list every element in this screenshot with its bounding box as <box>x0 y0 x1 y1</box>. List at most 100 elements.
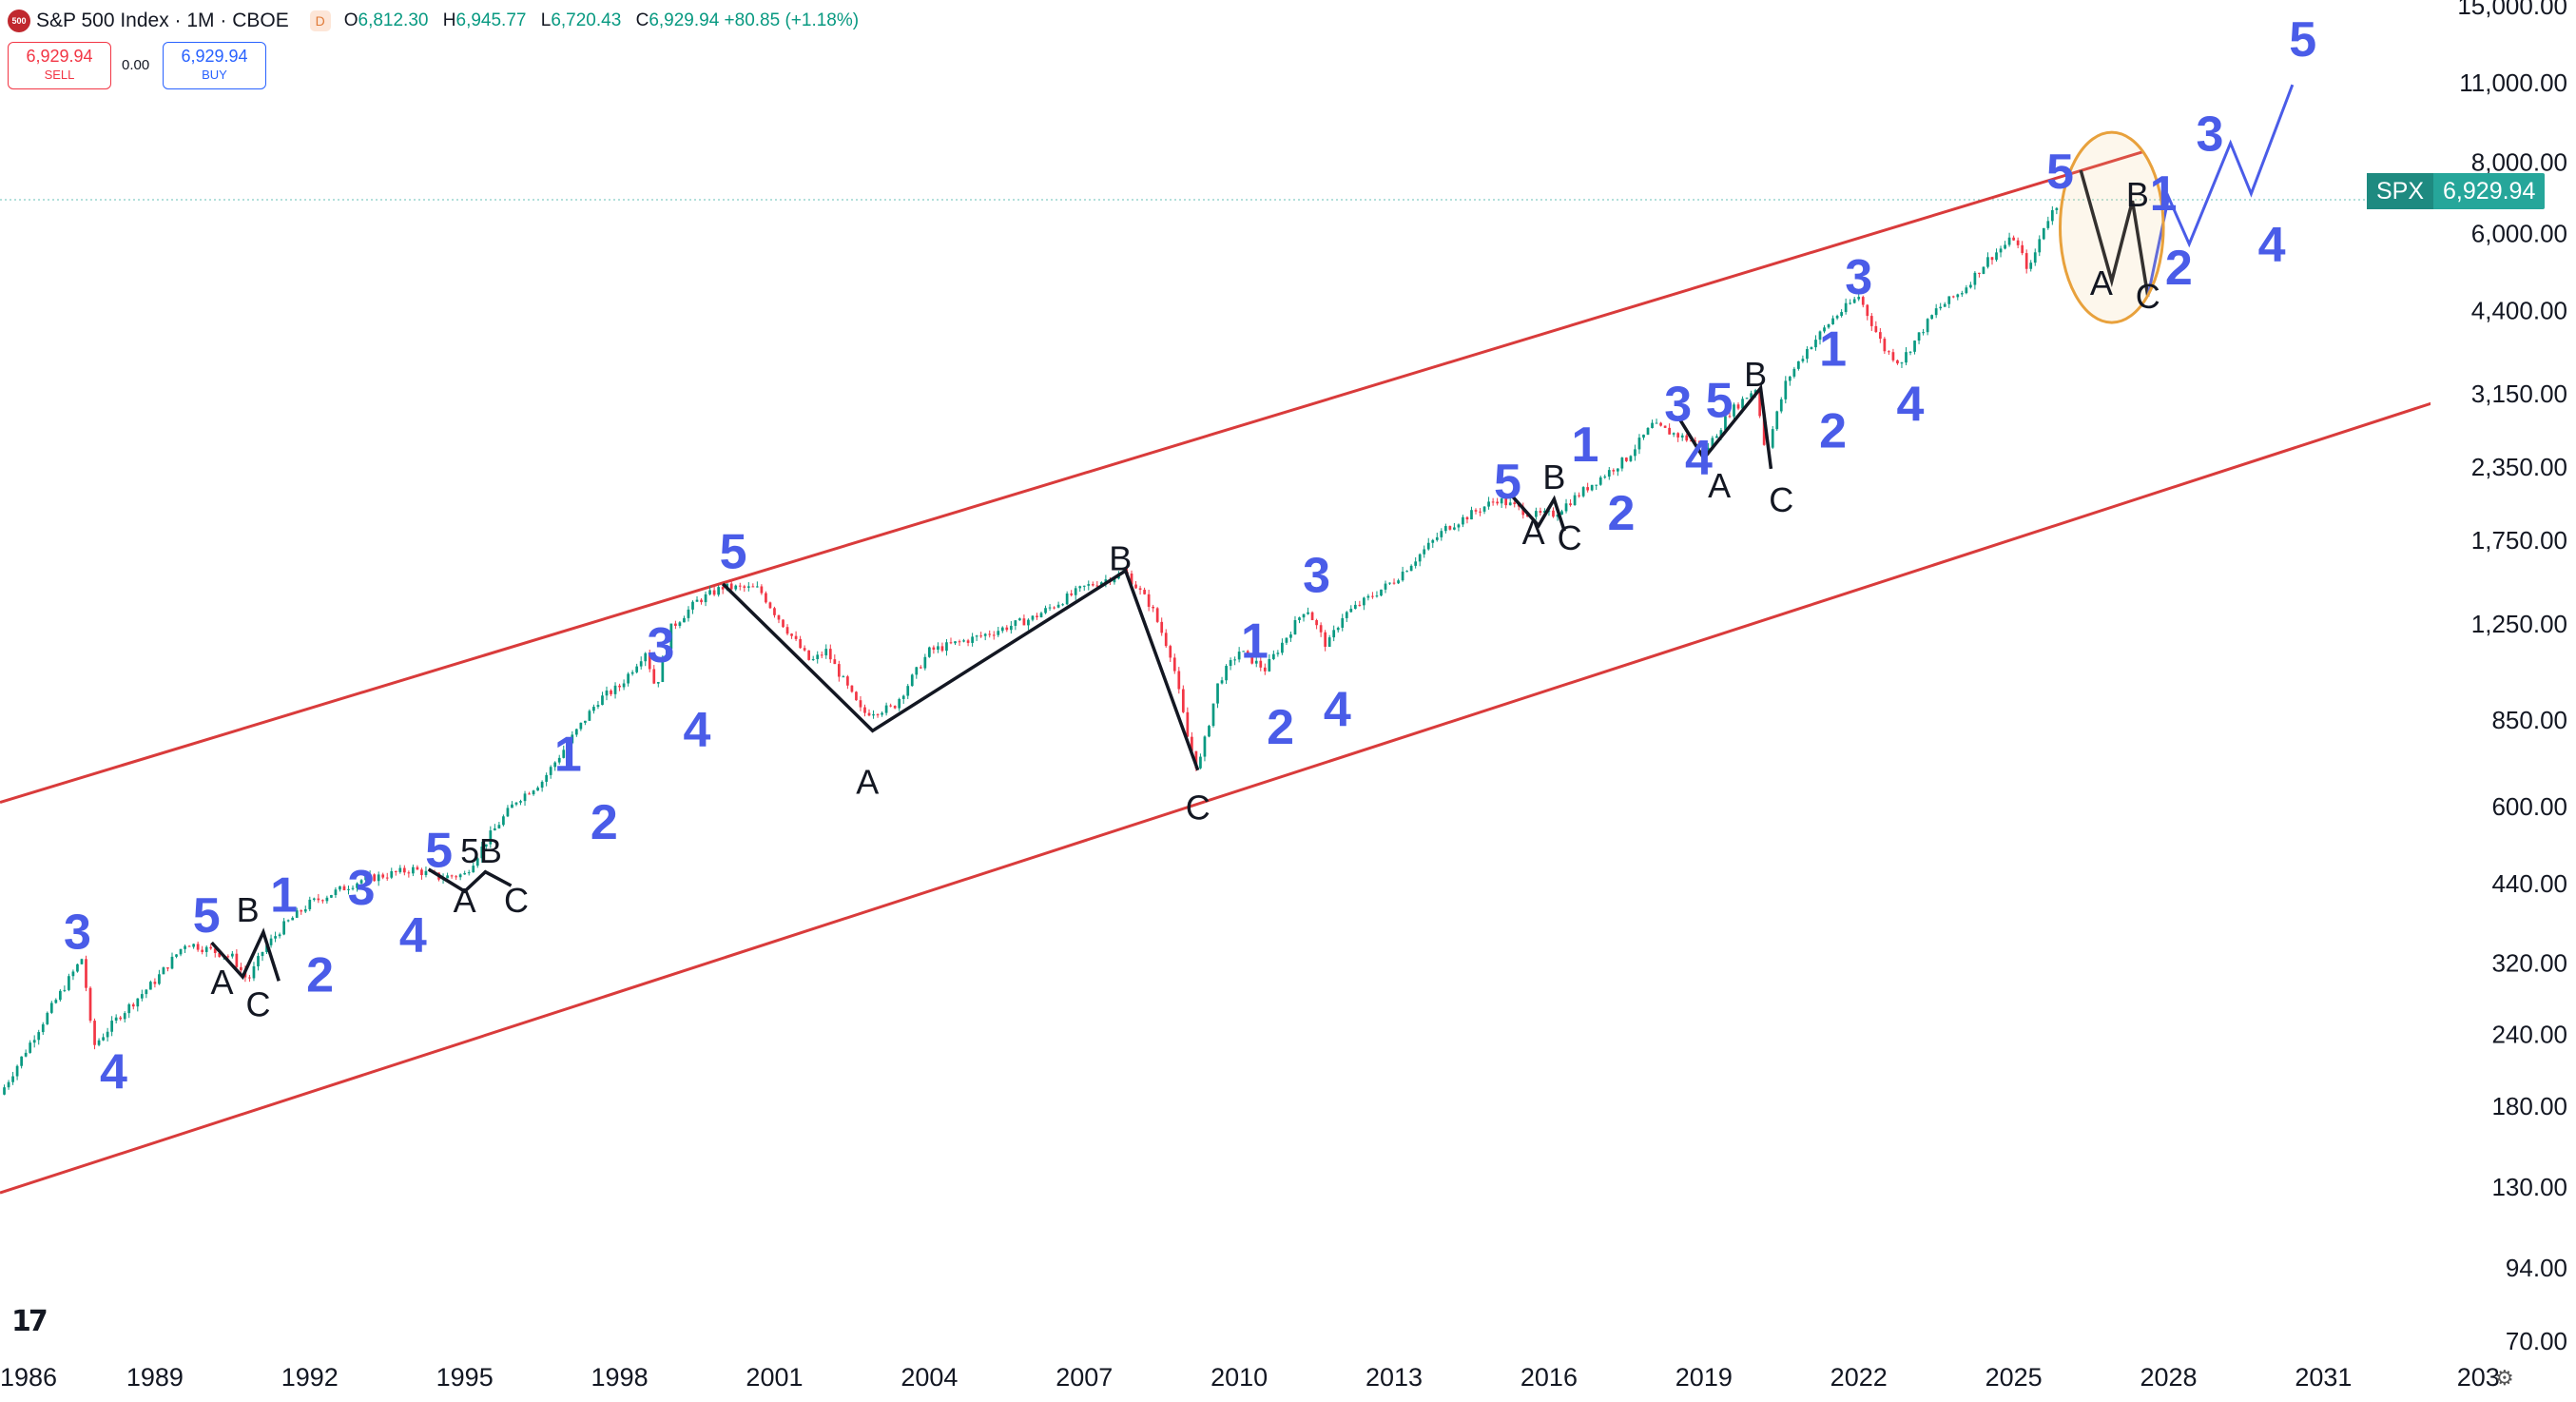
wave-label: 1 <box>1819 321 1847 377</box>
candle-body <box>1694 440 1697 442</box>
channel-line-lower <box>0 386 2479 1195</box>
candle-body <box>252 965 256 979</box>
candle-body <box>1922 332 1925 334</box>
candle-body <box>424 870 428 876</box>
candle-body <box>458 874 462 878</box>
wave-label: B <box>1542 458 1565 497</box>
candle-body <box>226 956 230 958</box>
buy-button[interactable]: 6,929.94 BUY <box>163 42 266 89</box>
wave-label: C <box>1558 518 1582 557</box>
candle-body <box>1637 438 1641 450</box>
y-axis: 15,000.00 11,000.00 8,000.00 6,000.00 4,400.… <box>2431 0 2576 1402</box>
candle-body <box>1375 595 1379 597</box>
candle-body <box>196 944 200 950</box>
candle-body <box>1680 435 1684 438</box>
wave-label: 5 <box>2046 145 2074 200</box>
candle-body <box>700 599 703 603</box>
x-tick-label: 2019 <box>1675 1363 1733 1392</box>
price-tag-value: 6,929.94 <box>2443 177 2536 204</box>
candle-body <box>359 880 363 884</box>
candle-body <box>1246 651 1249 653</box>
candle-body <box>863 707 866 713</box>
candle-body <box>656 682 660 684</box>
candle-body <box>1535 511 1538 517</box>
candle-body <box>622 683 626 688</box>
wave-label: 4 <box>1897 378 1925 433</box>
wave-label: 1 <box>554 728 582 783</box>
gear-icon[interactable]: ⚙ <box>2495 1366 2514 1390</box>
candle-body <box>1741 399 1744 409</box>
candle-body <box>1982 266 1985 274</box>
candle-body <box>1736 404 1740 409</box>
wave-label: 5 <box>1494 455 1521 510</box>
candle-body <box>765 593 767 603</box>
candle-body <box>1000 627 1004 632</box>
x-tick-label: 2025 <box>1985 1363 2043 1392</box>
y-tick-label: 6,000.00 <box>2471 220 2567 248</box>
data-badge[interactable]: D <box>309 10 331 31</box>
candle-body <box>674 623 677 626</box>
candle-body <box>1797 360 1800 369</box>
candle-body <box>127 1003 131 1014</box>
candle-body <box>540 781 544 789</box>
candle-body <box>1543 511 1546 513</box>
candle-body <box>1138 588 1142 591</box>
candle-body <box>1878 332 1882 340</box>
candle-body <box>1697 440 1701 448</box>
candle-body <box>988 633 992 635</box>
candle-body <box>1733 404 1735 417</box>
wave-label: 5 <box>720 525 747 580</box>
candle-body <box>1341 617 1345 628</box>
candle-body <box>1027 619 1030 626</box>
candle-body <box>407 872 411 874</box>
candle-body <box>114 1017 118 1022</box>
y-tick-label: 2,350.00 <box>2471 453 2567 481</box>
candle-body <box>833 659 837 665</box>
chart-title[interactable]: S&P 500 Index · 1M · CBOE <box>36 10 289 31</box>
ohlc-low-key: L <box>540 10 552 30</box>
tradingview-logo-icon[interactable]: 17 <box>11 1305 48 1338</box>
candle-body <box>1014 620 1017 626</box>
wave-label: B <box>1109 539 1132 578</box>
candle-body <box>528 793 531 795</box>
candle-body <box>381 874 385 878</box>
wave-label: B <box>1744 355 1767 394</box>
candle-body <box>1947 296 1951 304</box>
candle-body <box>1934 308 1938 316</box>
sell-price: 6,929.94 <box>26 47 93 66</box>
candle-body <box>1965 287 1968 294</box>
candle-body <box>828 649 832 660</box>
corrective-wave-line <box>1511 495 1566 532</box>
candle-body <box>1332 630 1336 638</box>
candle-body <box>1849 302 1852 304</box>
candle-body <box>549 767 552 775</box>
candle-body <box>1939 306 1943 309</box>
candle-body <box>1160 621 1164 633</box>
sell-button[interactable]: 6,929.94 SELL <box>8 42 111 89</box>
candle-body <box>1095 585 1099 587</box>
candle-body <box>46 1012 49 1024</box>
candle-body <box>175 954 178 957</box>
candle-body <box>1629 456 1633 461</box>
wave-label: 4 <box>399 908 427 964</box>
candle-body <box>557 757 561 763</box>
candle-body <box>37 1032 41 1041</box>
candle-body <box>1242 651 1246 652</box>
y-tick-label: 8,000.00 <box>2471 147 2567 176</box>
candle-body <box>321 900 324 902</box>
candle-body <box>364 875 367 881</box>
candle-body <box>901 695 905 699</box>
candle-body <box>1177 671 1181 690</box>
candle-body <box>618 685 621 688</box>
candle-body <box>394 870 397 872</box>
x-tick-label: 2001 <box>746 1363 803 1392</box>
candle-body <box>1586 487 1590 491</box>
ohlc-high: 6,945.77 <box>455 10 527 30</box>
candle-body <box>201 949 204 952</box>
candle-body <box>820 654 823 656</box>
candle-body <box>1616 468 1619 472</box>
candle-body <box>1620 458 1624 469</box>
candle-body <box>721 587 725 590</box>
candle-body <box>923 656 927 669</box>
